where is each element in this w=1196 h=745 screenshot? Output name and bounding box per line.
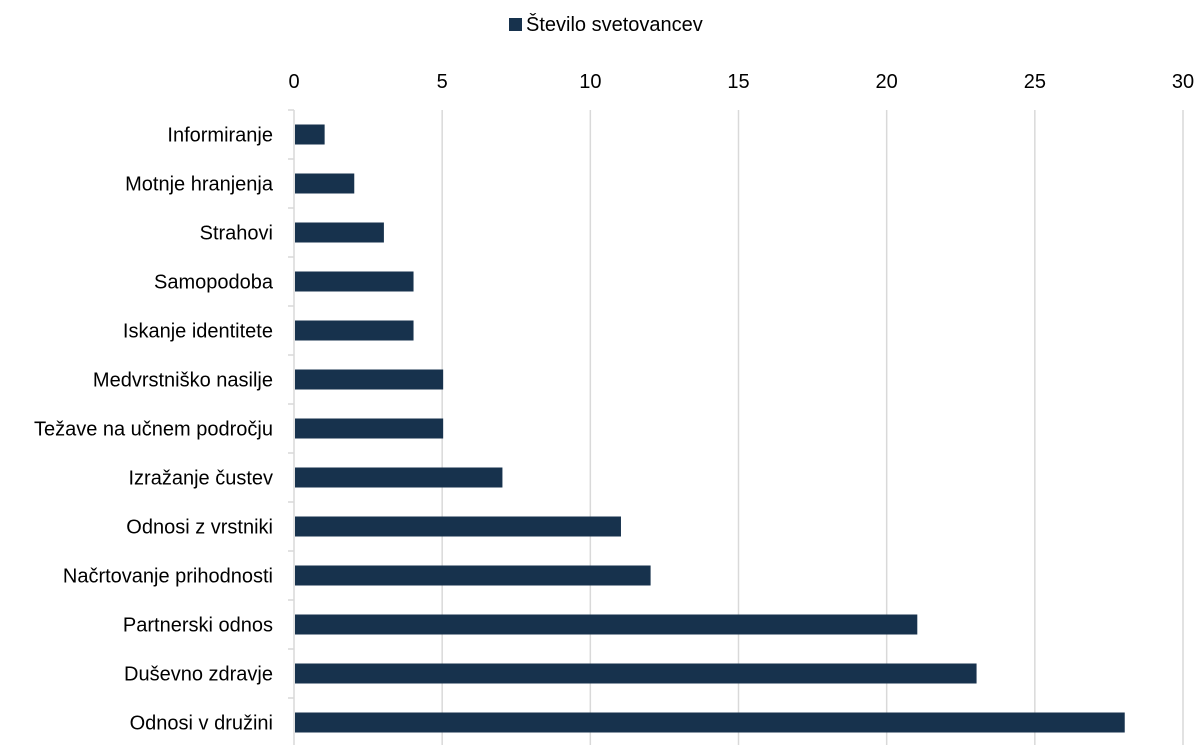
bars bbox=[295, 125, 1125, 733]
category-label: Duševno zdravje bbox=[124, 664, 273, 686]
bar bbox=[295, 223, 384, 243]
category-label: Načrtovanje prihodnosti bbox=[63, 566, 273, 588]
category-labels: Informiranje Motnje hranjenja Strahovi Samo… bbox=[34, 125, 274, 735]
category-label: Odnosi z vrstniki bbox=[126, 517, 273, 539]
bar bbox=[295, 468, 502, 488]
category-label: Iskanje identitete bbox=[123, 321, 273, 343]
bar bbox=[295, 566, 651, 586]
category-label: Izražanje čustev bbox=[128, 468, 273, 490]
bar bbox=[295, 419, 443, 439]
bar bbox=[295, 615, 917, 635]
category-label: Medvrstniško nasilje bbox=[93, 370, 273, 392]
bar bbox=[295, 713, 1125, 733]
bar bbox=[295, 664, 977, 684]
bar bbox=[295, 125, 325, 145]
legend-swatch bbox=[509, 18, 522, 31]
category-label: Samopodoba bbox=[154, 272, 274, 294]
bar bbox=[295, 517, 621, 537]
category-label: Informiranje bbox=[167, 125, 273, 147]
x-tick-label: 15 bbox=[727, 71, 749, 93]
x-tick-label: 10 bbox=[579, 71, 601, 93]
bar bbox=[295, 272, 414, 292]
x-tick-label: 20 bbox=[876, 71, 898, 93]
category-label: Težave na učnem področju bbox=[34, 419, 273, 441]
x-tick-label: 0 bbox=[288, 71, 299, 93]
bar bbox=[295, 174, 354, 194]
bar bbox=[295, 321, 414, 341]
category-label: Odnosi v družini bbox=[130, 713, 273, 735]
category-label: Partnerski odnos bbox=[123, 615, 273, 637]
x-tick-label: 5 bbox=[437, 71, 448, 93]
x-tick-label: 25 bbox=[1024, 71, 1046, 93]
category-label: Strahovi bbox=[200, 223, 273, 245]
x-tick-label: 30 bbox=[1172, 71, 1194, 93]
category-label: Motnje hranjenja bbox=[125, 174, 274, 196]
legend: Število svetovancev bbox=[509, 13, 703, 36]
x-axis-ticks: 0 5 10 15 20 25 30 bbox=[288, 71, 1194, 93]
bar bbox=[295, 370, 443, 390]
legend-label: Število svetovancev bbox=[526, 13, 703, 36]
